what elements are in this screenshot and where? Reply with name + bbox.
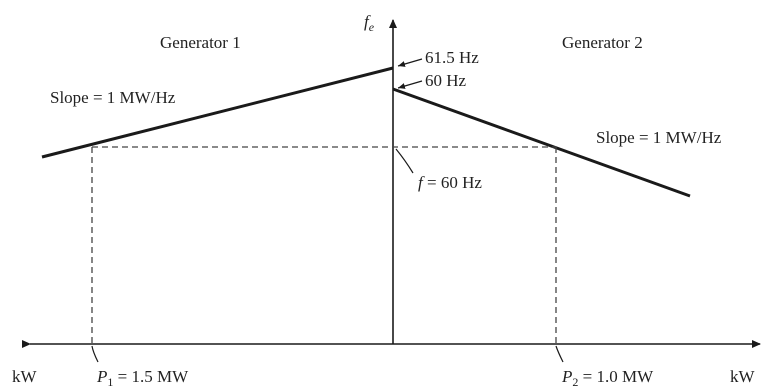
slope-label-gen1: Slope = 1 MW/Hz: [50, 88, 176, 107]
p2-subscript: 2: [572, 375, 578, 388]
p1-leader: [91, 345, 99, 363]
operating-f-symbol: f: [418, 173, 425, 192]
p1-value: = 1.5 MW: [113, 367, 189, 386]
fe-subscript: e: [369, 20, 375, 34]
p2-label: P2 = 1.0 MW: [561, 367, 654, 388]
slope-label-gen2: Slope = 1 MW/Hz: [596, 128, 722, 147]
no-load-gen2-leader: [397, 80, 423, 89]
operating-frequency-leader: [395, 148, 414, 174]
no-load-gen1-leader: [397, 58, 423, 67]
p1-label: P1 = 1.5 MW: [96, 367, 189, 388]
p2-symbol: P: [561, 367, 572, 386]
frequency-axis-label: fe: [364, 12, 375, 34]
generator1-title: Generator 1: [160, 33, 241, 52]
fe-symbol: f: [364, 12, 371, 31]
no-load-frequency-gen2: 60 Hz: [425, 71, 467, 90]
generator2-title: Generator 2: [562, 33, 643, 52]
generator1-droop-line: [41, 66, 394, 159]
operating-f-value: = 60 Hz: [423, 173, 483, 192]
power-unit-right: kW: [730, 367, 756, 386]
p1-symbol: P: [96, 367, 107, 386]
p2-leader: [555, 345, 564, 363]
generator2-droop-line: [392, 87, 691, 198]
p2-value: = 1.0 MW: [578, 367, 654, 386]
p1-subscript: 1: [107, 375, 113, 388]
power-unit-left: kW: [12, 367, 38, 386]
operating-frequency-label: f = 60 Hz: [418, 173, 482, 192]
no-load-frequency-gen1: 61.5 Hz: [425, 48, 479, 67]
